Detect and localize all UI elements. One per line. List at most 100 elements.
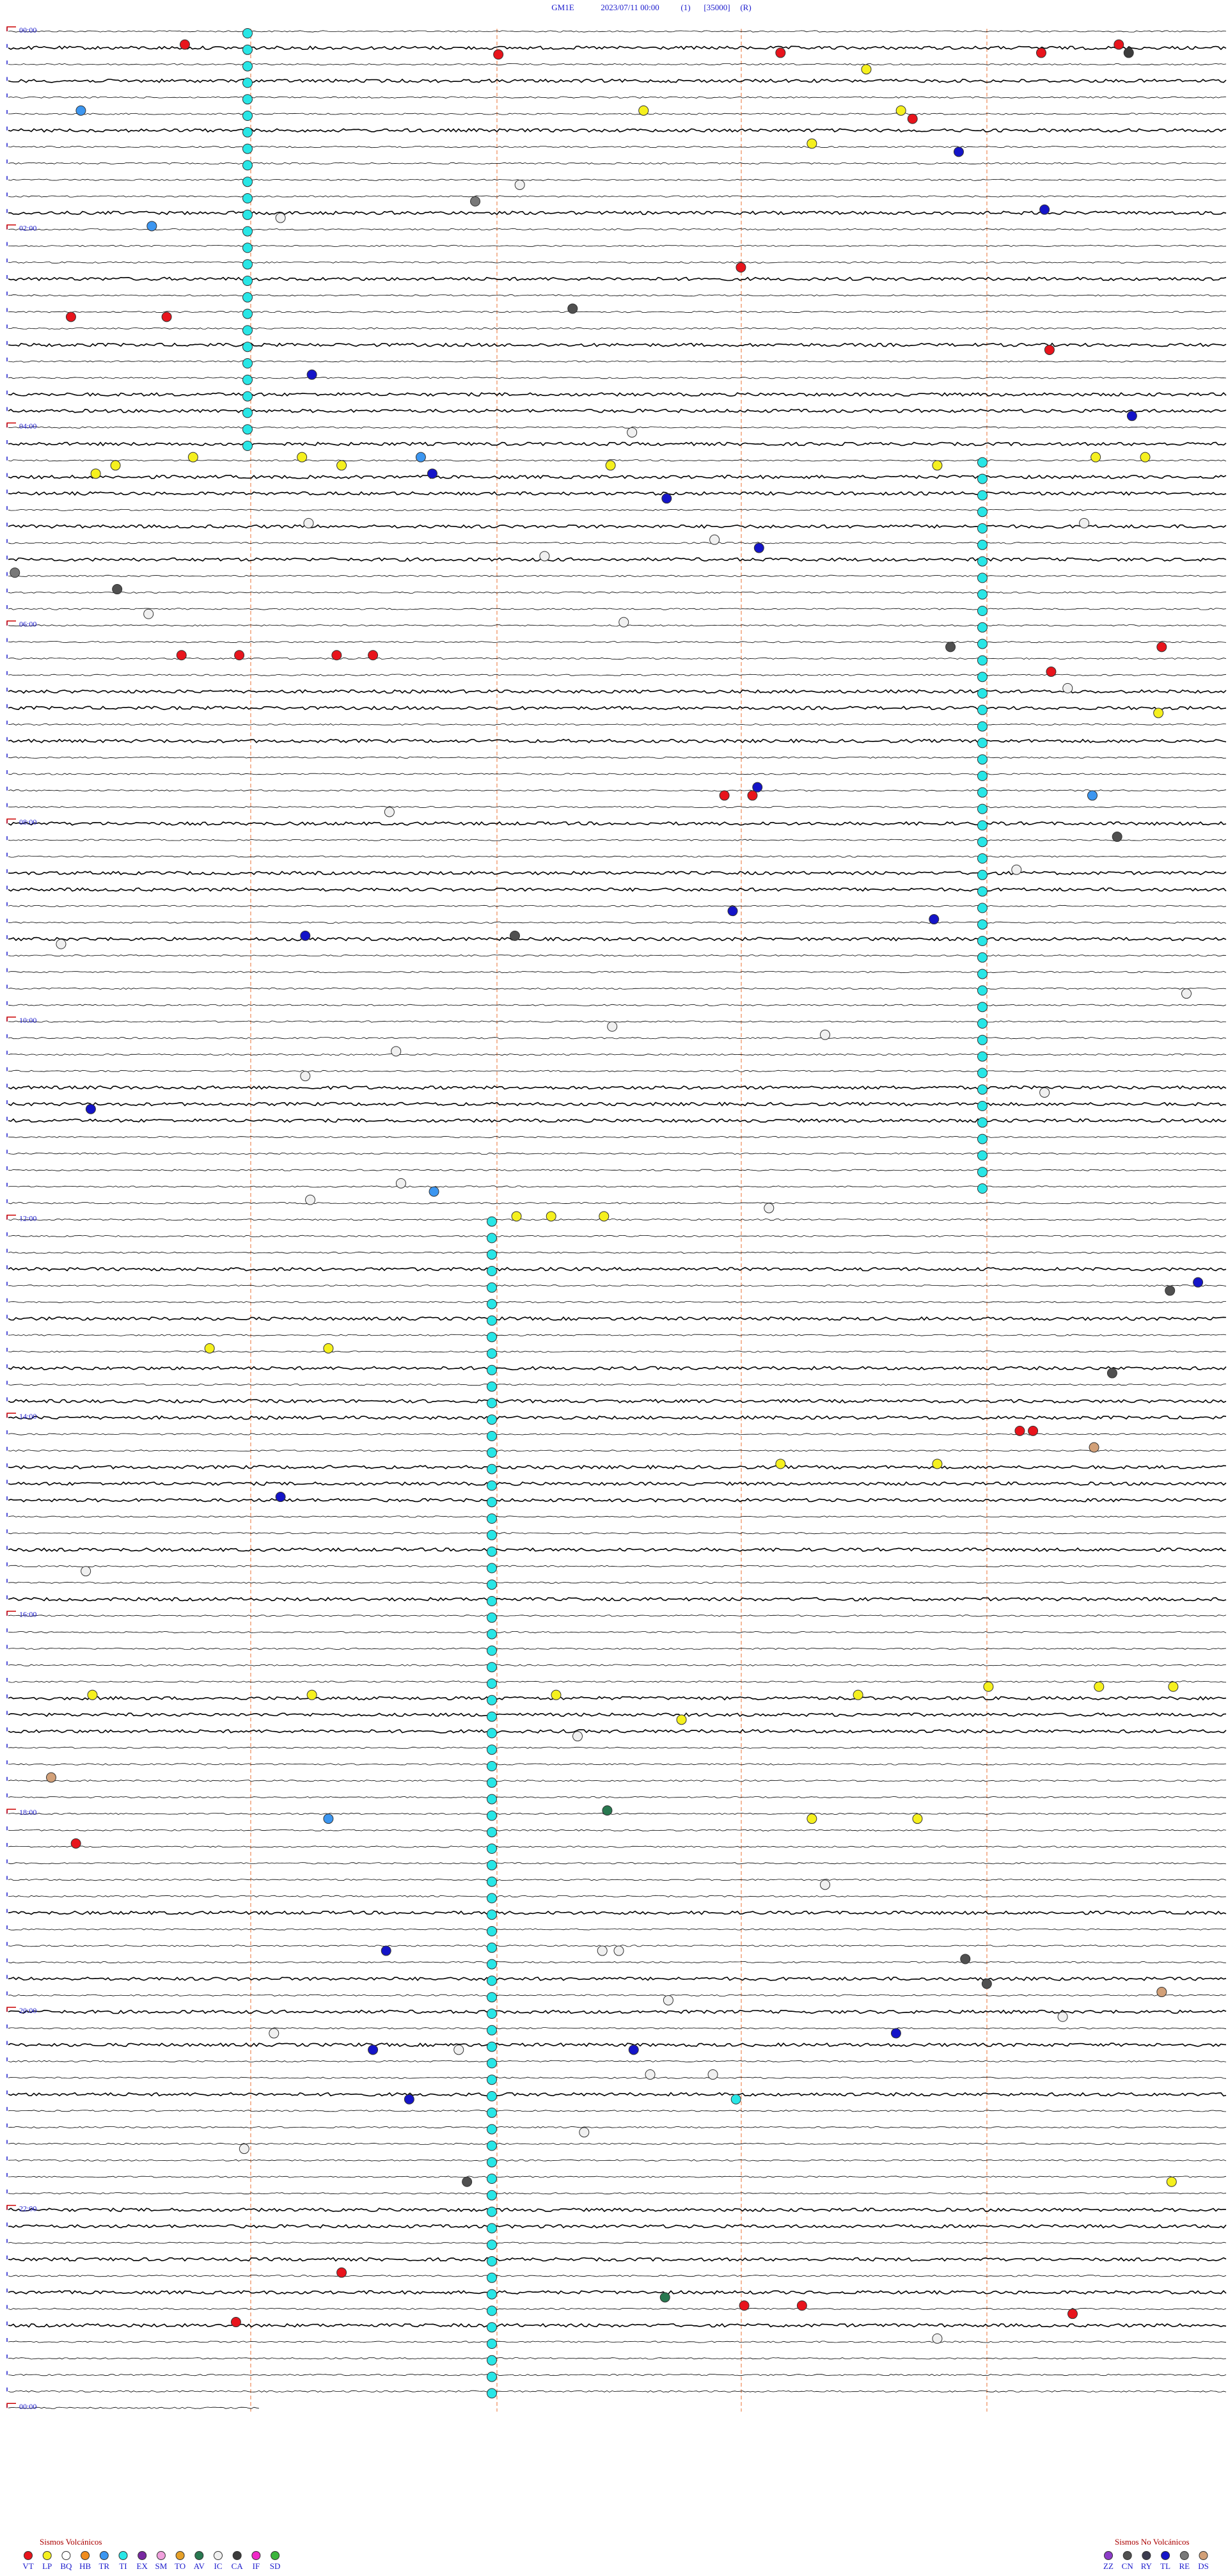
event-marker	[551, 1689, 562, 1700]
event-marker	[487, 2339, 497, 2349]
event-marker	[487, 2256, 497, 2266]
event-marker	[487, 1679, 497, 1689]
trace	[8, 1037, 1227, 1039]
hour-bracket	[6, 818, 16, 824]
trace	[8, 1300, 1226, 1304]
event-marker	[331, 650, 342, 661]
event-marker	[775, 47, 786, 58]
event-marker	[977, 837, 988, 848]
trace	[8, 2307, 1227, 2311]
event-marker	[618, 617, 629, 628]
event-marker	[487, 2272, 497, 2283]
legend-marker	[81, 2551, 90, 2560]
legend-marker	[175, 2551, 185, 2560]
event-marker	[645, 2069, 656, 2080]
event-marker	[796, 2300, 807, 2311]
event-marker	[1090, 452, 1101, 462]
legend-label: RY	[1141, 2561, 1153, 2571]
event-marker	[1126, 411, 1137, 422]
trace	[8, 1350, 1227, 1353]
event-marker	[977, 803, 988, 814]
trace	[8, 145, 1227, 148]
event-marker	[487, 2091, 497, 2101]
event-marker	[977, 1034, 988, 1045]
event-marker	[907, 113, 918, 124]
event-marker	[1165, 1285, 1176, 1296]
hour-label: 22:00	[19, 2204, 36, 2213]
trace	[8, 1680, 1227, 1683]
trace	[8, 954, 1227, 957]
event-marker	[1114, 39, 1124, 50]
event-marker	[487, 1381, 497, 1392]
event-marker	[739, 2300, 750, 2311]
event-marker	[45, 1772, 56, 1783]
trace	[8, 2110, 1227, 2112]
event-marker	[487, 1398, 497, 1409]
event-marker	[112, 584, 123, 595]
event-marker	[1046, 667, 1057, 677]
trace	[8, 1284, 1227, 1287]
hour-bracket	[6, 1214, 16, 1220]
trace	[8, 1497, 1227, 1503]
legend-label: CA	[232, 2561, 244, 2571]
event-marker	[1156, 642, 1167, 652]
hour-bracket	[6, 1808, 16, 1814]
trace	[8, 2142, 1227, 2145]
event-marker	[204, 1343, 215, 1354]
event-marker	[384, 807, 395, 818]
event-marker	[487, 1711, 497, 1722]
event-marker	[977, 622, 988, 633]
trace	[8, 1696, 1227, 1701]
trace	[8, 210, 1227, 216]
event-marker	[1057, 2011, 1068, 2022]
legend-marker	[1142, 2551, 1151, 2560]
trace	[8, 178, 1227, 181]
legend-label: BQ	[60, 2561, 72, 2571]
event-marker	[242, 77, 253, 88]
event-marker	[368, 2044, 379, 2055]
legend-marker	[251, 2551, 261, 2560]
legend-label: DS	[1198, 2561, 1209, 2571]
event-marker	[242, 292, 253, 303]
legend-marker	[1104, 2551, 1113, 2560]
event-marker	[1181, 988, 1192, 999]
event-marker	[242, 160, 253, 171]
event-marker	[572, 1731, 583, 1742]
event-marker	[487, 2174, 497, 2184]
event-marker	[977, 1084, 988, 1095]
event-marker	[977, 1183, 988, 1194]
event-marker	[599, 1211, 610, 1222]
trace	[8, 2390, 1227, 2393]
trace	[8, 1053, 1227, 1056]
event-marker	[487, 2371, 497, 2382]
hour-label: 06:00	[19, 620, 36, 629]
event-marker	[977, 539, 988, 550]
hour-label: 10:00	[19, 1016, 36, 1025]
trace	[8, 491, 1227, 496]
event-marker	[487, 1299, 497, 1309]
trace	[8, 1218, 1227, 1221]
trace	[8, 509, 1227, 511]
event-marker	[1166, 2176, 1177, 2187]
trace	[8, 1152, 1227, 1155]
legend-label: SD	[270, 2561, 281, 2571]
event-marker	[300, 930, 311, 941]
event-marker	[613, 1945, 624, 1956]
event-marker	[487, 1860, 497, 1870]
trace	[8, 706, 1227, 711]
trace	[8, 1481, 1227, 1486]
trace	[8, 1316, 1227, 1321]
event-marker	[242, 193, 253, 203]
event-marker	[932, 460, 943, 471]
event-marker	[10, 567, 20, 578]
trace	[8, 1515, 1227, 1518]
trace	[8, 1464, 1227, 1470]
event-marker	[977, 523, 988, 533]
trace	[8, 96, 1227, 99]
event-marker	[487, 2240, 497, 2250]
trace	[8, 855, 1227, 858]
event-marker	[143, 608, 154, 619]
trace	[8, 2176, 1227, 2178]
event-marker	[487, 1233, 497, 1244]
